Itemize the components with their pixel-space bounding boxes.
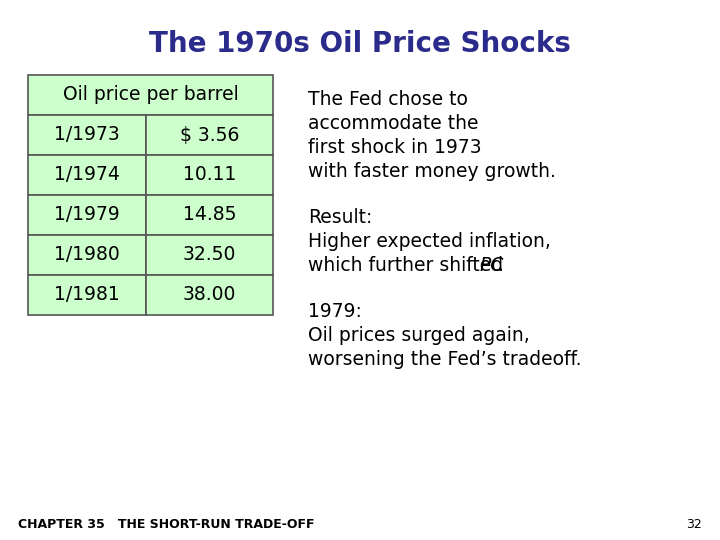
Text: Oil price per barrel: Oil price per barrel bbox=[63, 85, 238, 105]
Bar bbox=[28, 115, 145, 155]
Text: worsening the Fed’s tradeoff.: worsening the Fed’s tradeoff. bbox=[308, 350, 582, 369]
Text: 1/1981: 1/1981 bbox=[54, 286, 120, 305]
Text: 1/1979: 1/1979 bbox=[54, 206, 120, 225]
Text: Oil prices surged again,: Oil prices surged again, bbox=[308, 326, 530, 345]
Text: 32.50: 32.50 bbox=[183, 246, 236, 265]
Bar bbox=[145, 275, 273, 315]
Text: which further shifted: which further shifted bbox=[308, 256, 509, 275]
Text: first shock in 1973: first shock in 1973 bbox=[308, 138, 482, 157]
Text: 1/1974: 1/1974 bbox=[54, 165, 120, 185]
Text: 38.00: 38.00 bbox=[183, 286, 236, 305]
Text: with faster money growth.: with faster money growth. bbox=[308, 162, 556, 181]
Text: PC: PC bbox=[480, 256, 505, 275]
Text: 10.11: 10.11 bbox=[183, 165, 236, 185]
Bar bbox=[28, 275, 145, 315]
Bar bbox=[145, 115, 273, 155]
Bar bbox=[145, 235, 273, 275]
Text: Result:: Result: bbox=[308, 208, 372, 227]
Text: 32: 32 bbox=[686, 518, 702, 531]
Bar bbox=[28, 75, 273, 115]
Bar bbox=[28, 155, 145, 195]
Bar bbox=[28, 195, 145, 235]
Text: 1/1973: 1/1973 bbox=[54, 125, 120, 145]
Text: $ 3.56: $ 3.56 bbox=[179, 125, 239, 145]
Text: 1/1980: 1/1980 bbox=[54, 246, 120, 265]
Text: 1979:: 1979: bbox=[308, 302, 362, 321]
Text: Higher expected inflation,: Higher expected inflation, bbox=[308, 232, 551, 251]
Bar bbox=[145, 195, 273, 235]
Text: The Fed chose to: The Fed chose to bbox=[308, 90, 468, 109]
Text: The 1970s Oil Price Shocks: The 1970s Oil Price Shocks bbox=[149, 30, 571, 58]
Text: CHAPTER 35   THE SHORT-RUN TRADE-OFF: CHAPTER 35 THE SHORT-RUN TRADE-OFF bbox=[18, 518, 315, 531]
Text: 14.85: 14.85 bbox=[183, 206, 236, 225]
Bar bbox=[28, 235, 145, 275]
Text: accommodate the: accommodate the bbox=[308, 114, 479, 133]
Bar bbox=[145, 155, 273, 195]
Text: .: . bbox=[498, 256, 504, 275]
